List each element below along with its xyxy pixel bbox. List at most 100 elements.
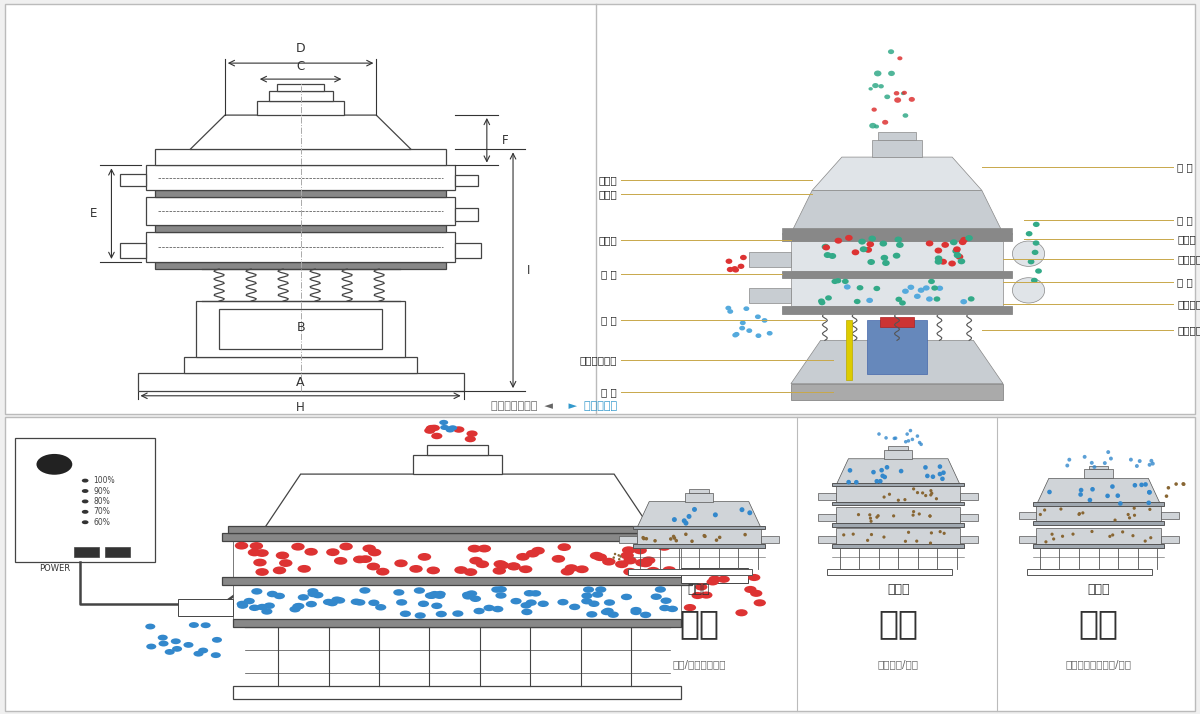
- Circle shape: [415, 613, 426, 619]
- Circle shape: [1165, 494, 1169, 498]
- Circle shape: [727, 267, 733, 272]
- Circle shape: [248, 605, 260, 611]
- Circle shape: [634, 546, 647, 554]
- Circle shape: [1133, 507, 1136, 510]
- Bar: [782, 306, 1012, 313]
- Circle shape: [902, 288, 908, 294]
- Text: 筛 网: 筛 网: [1177, 162, 1193, 172]
- Circle shape: [1111, 533, 1115, 537]
- Circle shape: [907, 285, 914, 290]
- Circle shape: [236, 600, 247, 607]
- Circle shape: [924, 494, 928, 497]
- Circle shape: [941, 471, 946, 475]
- Circle shape: [340, 543, 353, 550]
- Bar: [1033, 544, 1164, 548]
- Bar: [277, 84, 324, 91]
- Circle shape: [954, 252, 961, 258]
- Circle shape: [630, 607, 642, 613]
- Circle shape: [916, 434, 919, 438]
- Circle shape: [925, 473, 930, 478]
- Circle shape: [253, 558, 266, 566]
- Circle shape: [868, 259, 875, 265]
- Circle shape: [904, 440, 907, 443]
- Circle shape: [854, 480, 859, 485]
- Circle shape: [818, 300, 826, 306]
- Bar: [155, 262, 446, 269]
- Circle shape: [1048, 490, 1051, 494]
- Circle shape: [1079, 492, 1082, 497]
- Circle shape: [892, 514, 895, 518]
- Circle shape: [1144, 540, 1147, 543]
- Circle shape: [293, 603, 305, 609]
- Circle shape: [428, 425, 440, 431]
- Bar: [269, 91, 332, 101]
- Circle shape: [727, 309, 733, 314]
- Circle shape: [418, 600, 430, 607]
- Circle shape: [1182, 483, 1186, 486]
- Text: 运输固定螺栓: 运输固定螺栓: [580, 356, 617, 366]
- Circle shape: [326, 548, 340, 556]
- Circle shape: [852, 249, 859, 256]
- Text: 单层式: 单层式: [688, 583, 710, 596]
- Circle shape: [198, 648, 208, 653]
- Bar: [791, 278, 1003, 306]
- Circle shape: [430, 591, 440, 598]
- Circle shape: [882, 475, 887, 479]
- Text: 过滤: 过滤: [878, 607, 918, 640]
- Circle shape: [922, 491, 924, 495]
- Circle shape: [881, 255, 888, 261]
- Circle shape: [822, 243, 829, 250]
- Circle shape: [682, 518, 686, 523]
- Circle shape: [262, 608, 272, 615]
- Circle shape: [894, 436, 898, 440]
- Circle shape: [452, 610, 463, 617]
- Circle shape: [959, 239, 966, 245]
- Circle shape: [612, 556, 614, 559]
- Circle shape: [960, 237, 968, 243]
- Circle shape: [434, 593, 445, 599]
- Circle shape: [767, 331, 773, 336]
- Circle shape: [1033, 222, 1039, 227]
- Circle shape: [660, 598, 672, 604]
- Circle shape: [832, 278, 839, 284]
- Polygon shape: [812, 157, 982, 191]
- Circle shape: [334, 557, 347, 565]
- Bar: [455, 208, 478, 221]
- Polygon shape: [637, 502, 761, 528]
- Circle shape: [272, 566, 287, 574]
- Circle shape: [620, 552, 634, 559]
- Circle shape: [82, 478, 89, 483]
- Circle shape: [1050, 533, 1054, 536]
- Text: A: A: [296, 376, 305, 388]
- Circle shape: [212, 637, 222, 643]
- Text: B: B: [296, 321, 305, 333]
- Circle shape: [445, 427, 455, 433]
- Text: 上部重锤: 上部重锤: [1177, 253, 1200, 263]
- Bar: [782, 233, 1012, 241]
- Circle shape: [650, 593, 662, 600]
- Bar: [749, 288, 791, 303]
- Circle shape: [846, 480, 851, 485]
- Circle shape: [613, 553, 617, 555]
- Circle shape: [662, 566, 676, 574]
- Circle shape: [1092, 465, 1097, 469]
- Circle shape: [686, 514, 691, 519]
- Circle shape: [919, 443, 923, 446]
- Circle shape: [1114, 518, 1117, 522]
- Circle shape: [715, 538, 719, 542]
- Circle shape: [575, 565, 589, 573]
- Circle shape: [918, 288, 924, 293]
- Circle shape: [901, 91, 907, 95]
- Circle shape: [868, 513, 871, 516]
- Circle shape: [426, 425, 437, 431]
- Circle shape: [1166, 486, 1170, 490]
- Circle shape: [842, 278, 848, 284]
- Circle shape: [1146, 501, 1151, 505]
- Circle shape: [251, 588, 263, 595]
- Circle shape: [418, 553, 431, 560]
- Circle shape: [521, 608, 533, 615]
- Bar: [455, 175, 478, 186]
- Circle shape: [552, 555, 565, 563]
- Circle shape: [842, 533, 845, 536]
- Circle shape: [912, 513, 914, 517]
